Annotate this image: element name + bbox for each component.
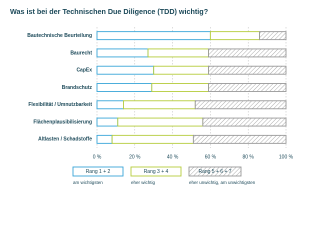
bar	[209, 31, 260, 41]
bar	[259, 31, 287, 41]
bar	[208, 65, 287, 75]
x-tick-label: 60 %	[205, 154, 217, 160]
x-tick-label: 100 %	[279, 154, 294, 160]
y-tick-label: Altlasten / Schadstoffe	[38, 137, 92, 143]
bar	[96, 100, 124, 110]
y-tick-label: Baurecht	[70, 50, 92, 56]
bar	[117, 117, 204, 127]
x-tick-label: 0 %	[93, 154, 102, 160]
y-tick-label: Flächenplausibilisierung	[33, 119, 92, 125]
bar	[96, 31, 211, 41]
bar	[111, 134, 194, 144]
legend-label: Rang 1 + 2	[86, 169, 111, 175]
legend-description: am wichtigsten	[73, 180, 103, 185]
legend-label: Rang 3 + 4	[144, 169, 169, 175]
bar	[153, 65, 209, 75]
chart: Was ist bei der Technischen Due Diligenc…	[10, 7, 294, 185]
legend-description: eher wichtig	[131, 180, 156, 185]
x-tick-label: 20 %	[129, 154, 141, 160]
x-tick-label: 80 %	[242, 154, 254, 160]
x-tick-label: 40 %	[167, 154, 179, 160]
bar	[123, 100, 196, 110]
bar	[151, 83, 209, 92]
legend-description: eher unwichtig, am unwichtigsten	[189, 180, 256, 185]
y-tick-label: Flexibilität / Umnutzbarkeit	[28, 102, 92, 108]
y-tick-label: Brandschutz	[62, 85, 93, 91]
bar	[192, 134, 287, 144]
bar	[208, 83, 287, 92]
chart-title: Was ist bei der Technischen Due Diligenc…	[10, 7, 208, 16]
y-tick-label: CapEx	[76, 68, 92, 74]
bar	[96, 48, 149, 58]
legend-swatch	[72, 166, 124, 177]
bar	[208, 48, 287, 58]
legend-swatch	[188, 166, 242, 177]
bar	[96, 117, 119, 127]
bar	[147, 48, 209, 58]
y-tick-label: Bautechnische Beurteilung	[27, 33, 92, 39]
bar	[194, 100, 287, 110]
legend-label: Rang 5 + 6 + 7	[198, 169, 231, 175]
bar	[96, 65, 155, 75]
bar	[96, 83, 153, 92]
legend-swatch	[130, 166, 182, 177]
bar	[202, 117, 287, 127]
bar	[96, 134, 113, 144]
